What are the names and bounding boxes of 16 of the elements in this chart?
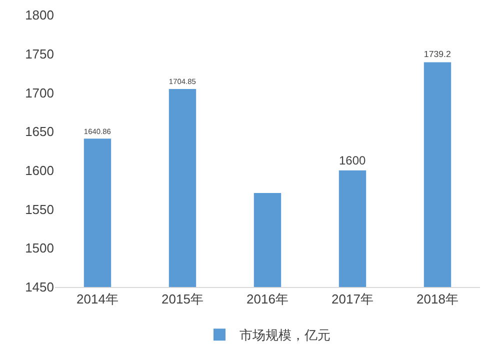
y-tick-label: 1750 <box>25 46 54 62</box>
legend-label: 市场规模，亿元 <box>240 328 330 343</box>
y-tick-label: 1800 <box>25 8 54 23</box>
y-tick-label: 1450 <box>25 280 54 295</box>
x-tick-label: 2016年 <box>246 292 288 307</box>
y-tick-label: 1550 <box>25 202 54 217</box>
data-label: 1600 <box>338 153 366 168</box>
x-tick-label: 2014年 <box>76 292 118 307</box>
y-tick-label: 1650 <box>25 124 54 140</box>
x-tick-label: 2017年 <box>332 292 374 307</box>
data-label: 1739.2 <box>424 49 451 60</box>
y-tick-label: 1600 <box>25 162 54 178</box>
x-tick-label: 2015年 <box>162 292 204 307</box>
y-tick-label: 1500 <box>25 240 54 256</box>
x-tick-label: 2018年 <box>416 292 458 307</box>
y-tick-label: 1700 <box>25 85 54 100</box>
